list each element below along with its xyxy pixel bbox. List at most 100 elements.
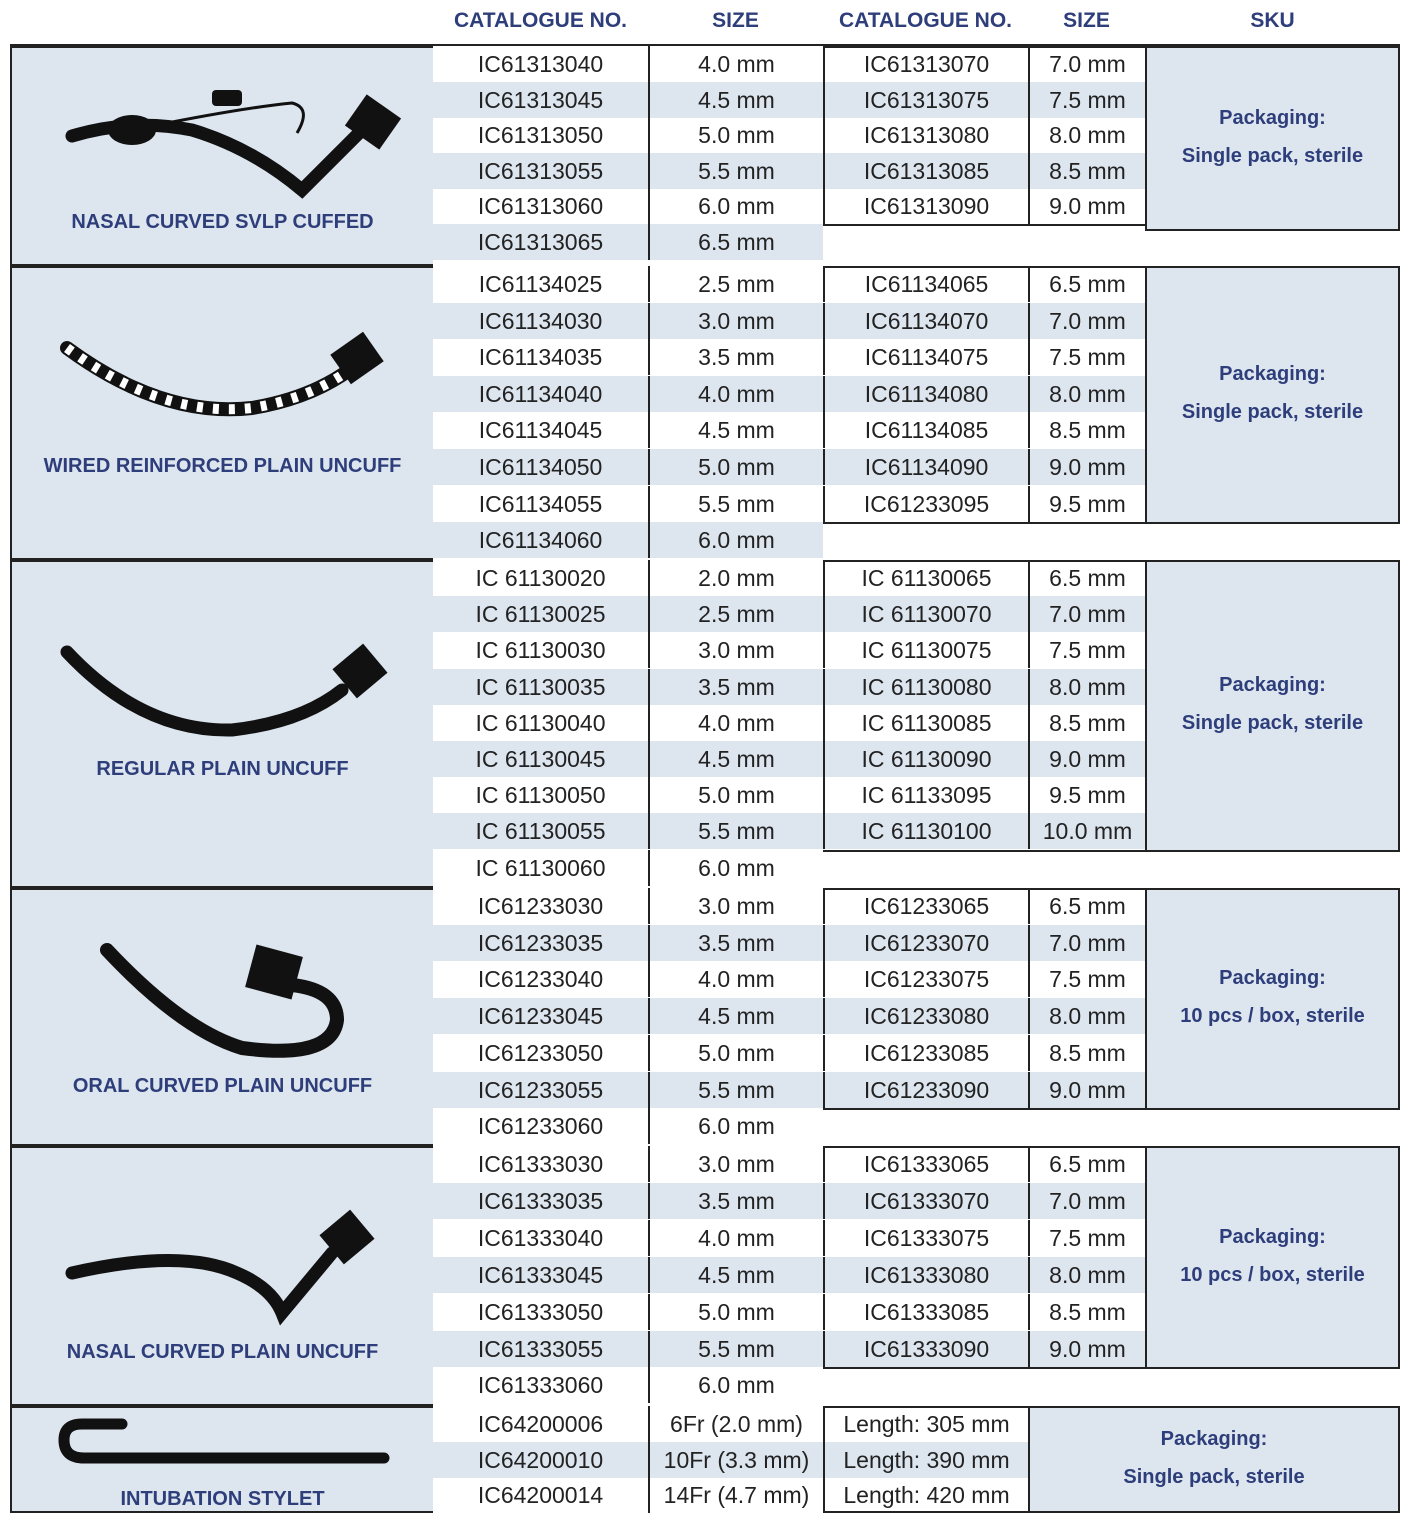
size-value: 4.5 mm (648, 741, 823, 777)
size-value: 6.0 mm (648, 849, 823, 886)
product-name: ORAL CURVED PLAIN UNCUFF (72, 1075, 373, 1097)
catalogue-number: IC61313045 (433, 81, 648, 118)
product-section: REGULAR PLAIN UNCUFF IC 61130020 2.0 mm IC … (10, 560, 1400, 888)
catalogue-number: IC61233055 (433, 1071, 648, 1108)
packaging-box: Packaging: 10 pcs / box, sterile (1145, 1146, 1400, 1369)
size-value: 6.0 mm (648, 188, 823, 224)
size-value: 4.0 mm (648, 1219, 823, 1256)
packaging-value: Single pack, sterile (1181, 712, 1364, 734)
product-name: NASAL CURVED PLAIN UNCUFF (66, 1341, 379, 1363)
catalogue-number: IC61333040 (477, 1224, 604, 1251)
packaging-label: Packaging: (1219, 106, 1326, 129)
packaging-box: Packaging: Single pack, sterile (1145, 266, 1400, 524)
catalogue-number: IC 61130035 (433, 668, 648, 705)
catalogue-number: IC 61130040 (475, 709, 606, 736)
catalogue-number: IC64200014 (477, 1482, 604, 1508)
catalogue-number: IC61333060 (477, 1372, 604, 1399)
catalogue-number: IC61134070 (823, 302, 1028, 339)
catalogue-number: IC 61130075 (823, 632, 1028, 669)
catalogue-number: IC 61130030 (475, 637, 606, 664)
size-value: 6.5 mm (1028, 266, 1145, 302)
catalogue-number: IC61333075 (823, 1219, 1028, 1256)
product-panel: INTUBATION STYLET (10, 1406, 433, 1513)
catalogue-number: IC61233080 (823, 998, 1028, 1035)
size-value: 6.5 mm (1028, 560, 1145, 596)
size-value: 8.5 mm (1028, 152, 1145, 189)
catalogue-number: IC61233070 (823, 924, 1028, 961)
catalogue-number: IC61134090 (823, 449, 1028, 485)
size-value: 7.0 mm (1028, 596, 1145, 633)
packaging-value: Single pack, sterile (1123, 1465, 1305, 1488)
size-value: 3.0 mm (648, 302, 823, 339)
catalogue-number: IC61313075 (823, 81, 1028, 118)
catalogue-number: IC61134065 (823, 266, 1028, 302)
product-panel: NASAL CURVED PLAIN UNCUFF (10, 1146, 433, 1406)
catalogue-number: IC61233090 (823, 1071, 1028, 1108)
size-value: 5.0 mm (648, 1293, 823, 1330)
catalogue-number: IC61313060 (477, 193, 604, 219)
catalogue-number: IC61233040 (477, 966, 604, 993)
catalogue-number: IC61134040 (433, 375, 648, 412)
size-value: 6.0 mm (648, 1108, 823, 1145)
product-name: REGULAR PLAIN UNCUFF (96, 758, 349, 780)
catalogue-number: IC 61133095 (823, 777, 1028, 814)
product-name: WIRED REINFORCED PLAIN UNCUFF (43, 455, 402, 477)
size-value: 3.5 mm (648, 339, 823, 376)
size-value: 5.5 mm (648, 485, 823, 522)
size-value: 4.0 mm (648, 375, 823, 412)
catalogue-number: IC61333030 (477, 1151, 604, 1177)
size-value: 3.0 mm (648, 1146, 823, 1182)
size-value: 3.5 mm (648, 668, 823, 705)
size-value: 3.0 mm (648, 888, 823, 924)
catalogue-number: IC 61130085 (823, 704, 1028, 741)
packaging-box: Packaging: Single pack, sterile (1145, 560, 1400, 852)
size-value: 4.5 mm (648, 998, 823, 1035)
header-sku: SKU (1250, 9, 1295, 32)
packaging-label: Packaging: (1160, 1427, 1268, 1450)
catalogue-number: IC61134080 (823, 375, 1028, 412)
product-name: INTUBATION STYLET (120, 1488, 325, 1510)
catalogue-number: IC61313050 (477, 122, 604, 148)
catalogue-number: IC 61130045 (433, 741, 648, 777)
length-value: Length: 390 mm (823, 1441, 1028, 1478)
catalogue-number: IC 61130070 (823, 596, 1028, 633)
size-value: 7.0 mm (1028, 924, 1145, 961)
packaging-label: Packaging: (1219, 674, 1326, 696)
product-section: WIRED REINFORCED PLAIN UNCUFF IC61134025 2… (10, 266, 1400, 560)
size-value: 5.0 mm (648, 1034, 823, 1071)
size-value: 5.0 mm (648, 449, 823, 485)
catalogue-number: IC 61130100 (823, 813, 1028, 850)
packaging-value: 10 pcs / box, sterile (1180, 1263, 1365, 1286)
catalogue-number: IC 61130020 (475, 565, 606, 591)
packaging-box: Packaging: 10 pcs / box, sterile (1145, 888, 1400, 1110)
catalogue-number: IC61134050 (433, 449, 648, 485)
size-value: 3.5 mm (648, 924, 823, 961)
size-value: 5.5 mm (648, 813, 823, 850)
packaging-value: 10 pcs / box, sterile (1180, 1005, 1365, 1027)
catalogue-number: IC61313080 (823, 117, 1028, 153)
product-section: INTUBATION STYLET IC64200006 6Fr (2.0 mm) I… (10, 1406, 1400, 1513)
catalogue-number: IC61333050 (477, 1298, 604, 1325)
product-panel: WIRED REINFORCED PLAIN UNCUFF (10, 266, 433, 560)
packaging-label: Packaging: (1219, 363, 1326, 385)
catalogue-number: IC61233085 (823, 1034, 1028, 1071)
catalogue-number: IC61313055 (433, 152, 648, 189)
size-value: 7.5 mm (1028, 961, 1145, 998)
size-value: 7.5 mm (1028, 339, 1145, 376)
size-value: 4.5 mm (648, 412, 823, 449)
catalogue-number: IC61233075 (823, 961, 1028, 998)
size-value: 9.0 mm (1028, 1071, 1145, 1108)
packaging-value: Single pack, sterile (1181, 401, 1364, 423)
product-panel: ORAL CURVED PLAIN UNCUFF (10, 888, 433, 1146)
size-value: 8.5 mm (1028, 1034, 1145, 1071)
size-value: 2.5 mm (648, 266, 823, 302)
size-value: 7.0 mm (1028, 46, 1145, 82)
size-value: 6.0 mm (648, 522, 823, 559)
catalogue-number: IC 61130065 (823, 560, 1028, 596)
header-catalogue-no-2: CATALOGUE NO. (838, 9, 1013, 32)
size-value: 8.0 mm (1028, 375, 1145, 412)
catalogue-number: IC61233050 (477, 1039, 604, 1066)
size-value: 8.5 mm (1028, 1293, 1145, 1330)
catalogue-number: IC61313070 (823, 46, 1028, 82)
catalogue-number: IC61134085 (823, 412, 1028, 449)
